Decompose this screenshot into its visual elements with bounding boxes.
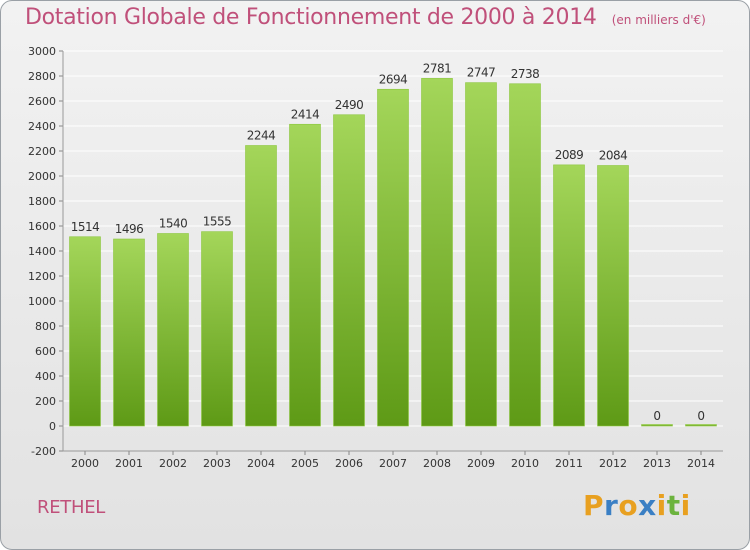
x-tick-label: 2000	[71, 457, 99, 470]
bar	[421, 78, 453, 427]
data-label: 2747	[467, 66, 496, 80]
chart-title-block: Dotation Globale de Fonctionnement de 20…	[25, 5, 706, 30]
x-tick-label: 2006	[335, 457, 363, 470]
x-tick-label: 2007	[379, 457, 407, 470]
x-axis-ticks: 2000 2001 2002 2003 2004 2005 2006 2007 2008 2009…	[71, 451, 715, 470]
y-tick-label: 2000	[28, 170, 56, 183]
logo-letter: i	[680, 489, 691, 522]
proxiti-logo: Proxiti	[583, 489, 691, 522]
data-label: 2089	[555, 148, 584, 162]
data-label: 2694	[379, 72, 408, 86]
data-label: 1514	[71, 220, 100, 234]
y-tick-label: -200	[31, 445, 56, 458]
y-tick-label: 1400	[28, 245, 56, 258]
x-tick-label: 2009	[467, 457, 495, 470]
y-axis-ticks: -200 0 200 400 600 800 1000 1200 1400 1600 1800 200…	[28, 45, 723, 458]
bar	[509, 83, 541, 427]
bar	[289, 123, 321, 427]
x-tick-label: 2005	[291, 457, 319, 470]
x-tick-label: 2001	[115, 457, 143, 470]
y-tick-label: 600	[35, 345, 56, 358]
data-label: 1540	[159, 217, 188, 231]
data-label: 2738	[511, 67, 540, 81]
x-tick-label: 2013	[643, 457, 671, 470]
bar	[465, 82, 497, 427]
logo-letter: o	[618, 489, 639, 522]
data-labels: 1514 1496 1540 1555 2244 2414 2490 2694 2781 2747…	[71, 61, 705, 423]
x-tick-label: 2008	[423, 457, 451, 470]
data-label: 1555	[203, 215, 232, 229]
bar	[201, 231, 233, 427]
y-tick-label: 1200	[28, 270, 56, 283]
bar	[157, 233, 189, 427]
bar	[245, 145, 277, 427]
y-tick-label: 400	[35, 370, 56, 383]
data-label: 2244	[247, 129, 276, 143]
data-label: 1496	[115, 222, 144, 236]
x-tick-label: 2012	[599, 457, 627, 470]
bar	[377, 88, 409, 427]
bar	[685, 424, 717, 427]
bar	[113, 238, 145, 427]
x-tick-label: 2003	[203, 457, 231, 470]
data-label: 0	[697, 409, 704, 423]
data-label: 0	[653, 409, 660, 423]
x-tick-label: 2004	[247, 457, 275, 470]
y-tick-label: 3000	[28, 45, 56, 58]
y-tick-label: 2200	[28, 145, 56, 158]
x-tick-label: 2011	[555, 457, 583, 470]
bar	[641, 424, 673, 427]
logo-letter: r	[604, 489, 619, 522]
place-name: RETHEL	[37, 497, 106, 518]
x-tick-label: 2002	[159, 457, 187, 470]
logo-letter: i	[656, 489, 667, 522]
logo-letter: x	[638, 489, 657, 522]
y-tick-label: 800	[35, 320, 56, 333]
bar	[597, 165, 629, 427]
bar	[69, 236, 101, 427]
x-tick-label: 2014	[687, 457, 715, 470]
data-label: 2414	[291, 107, 320, 121]
y-tick-label: 2400	[28, 120, 56, 133]
y-tick-label: 1800	[28, 195, 56, 208]
chart-subtitle: (en milliers d'€)	[611, 13, 706, 27]
y-tick-label: 1000	[28, 295, 56, 308]
y-tick-label: 2600	[28, 95, 56, 108]
x-tick-label: 2010	[511, 457, 539, 470]
bar	[333, 114, 365, 427]
y-tick-label: 200	[35, 395, 56, 408]
logo-letter: P	[583, 489, 605, 522]
bar	[553, 164, 585, 427]
data-label: 2084	[599, 149, 628, 163]
logo-letter: t	[666, 489, 681, 522]
data-label: 2490	[335, 98, 364, 112]
y-tick-label: 0	[49, 420, 56, 433]
y-tick-label: 1600	[28, 220, 56, 233]
chart-title: Dotation Globale de Fonctionnement de 20…	[25, 5, 597, 30]
bars	[69, 78, 717, 427]
y-tick-label: 2800	[28, 70, 56, 83]
data-label: 2781	[423, 61, 452, 75]
